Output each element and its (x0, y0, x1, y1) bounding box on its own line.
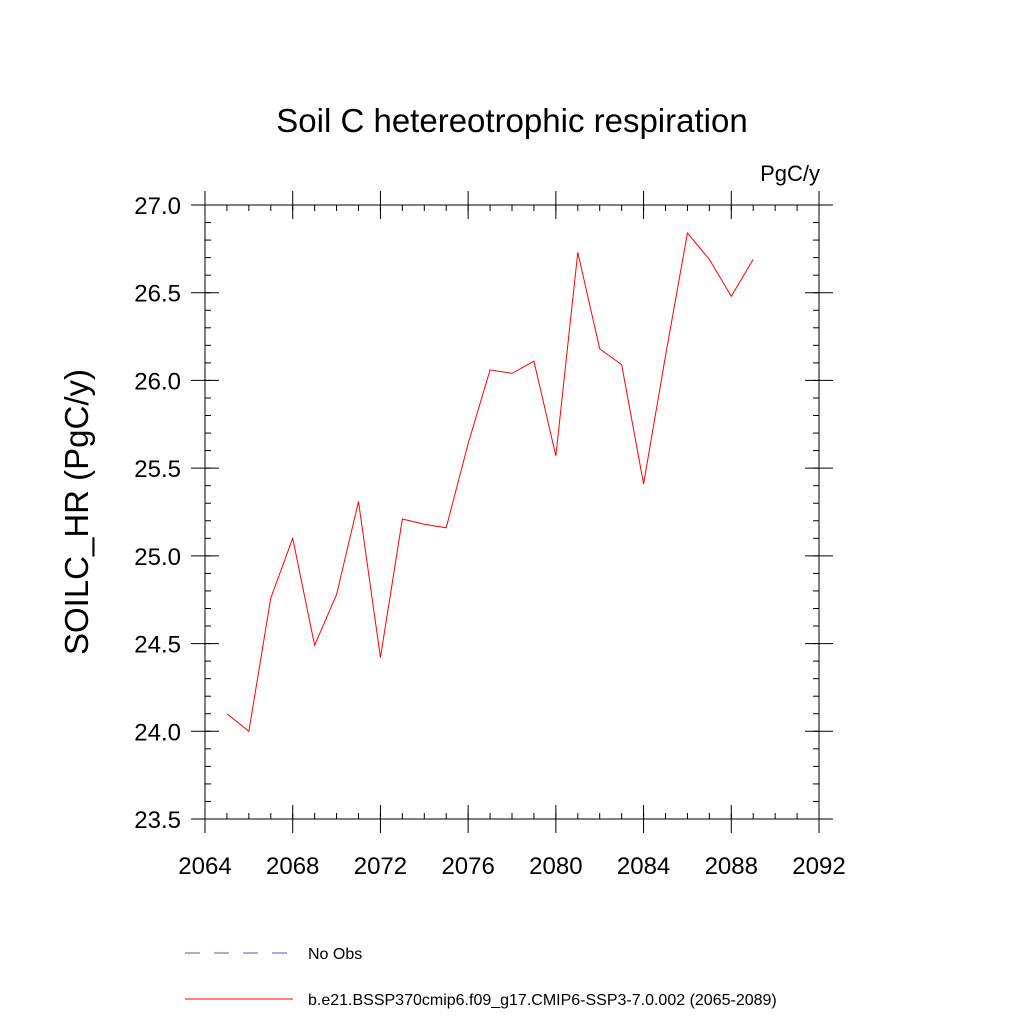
y-tick-label: 25.5 (134, 456, 181, 483)
legend-label: b.e21.BSSP370cmip6.f09_g17.CMIP6-SSP3-7.… (308, 992, 777, 1009)
series-line (226, 231, 754, 733)
plot-frame (204, 204, 820, 820)
major-ticks (191, 191, 833, 833)
x-tick-label: 2072 (354, 853, 407, 880)
x-tick-label: 2084 (617, 853, 670, 880)
y-tick-label: 26.5 (134, 281, 181, 308)
x-tick-label: 2068 (266, 853, 319, 880)
chart-title: Soil C hetereotrophic respiration (276, 102, 747, 139)
x-tick-label: 2088 (705, 853, 758, 880)
x-tick-labels: 2064 2068 2072 2076 2080 2084 2088 2092 (178, 853, 845, 880)
legend-label: No Obs (308, 946, 362, 963)
y-tick-label: 24.0 (134, 719, 181, 746)
y-tick-label: 25.0 (134, 544, 181, 571)
x-tick-label: 2080 (529, 853, 582, 880)
plot-area: 2064 2068 2072 2076 2080 2084 2088 2092 23.5 24.… (134, 191, 846, 880)
y-tick-label: 23.5 (134, 807, 181, 834)
series-group (226, 231, 754, 733)
minor-ticks (204, 204, 820, 820)
y-tick-label: 24.5 (134, 632, 181, 659)
x-tick-label: 2092 (792, 853, 845, 880)
x-tick-label: 2076 (441, 853, 494, 880)
y-tick-label: 27.0 (134, 193, 181, 220)
legend: No Obs b.e21.BSSP370cmip6.f09_g17.CMIP6-S… (185, 946, 777, 1009)
y-tick-label: 26.0 (134, 368, 181, 395)
y-axis-label: SOILC_HR (PgC/y) (58, 369, 95, 655)
units-label: PgC/y (760, 161, 820, 186)
x-tick-label: 2064 (178, 853, 231, 880)
y-tick-labels: 23.5 24.0 24.5 25.0 25.5 26.0 26.5 27.0 (134, 193, 181, 834)
